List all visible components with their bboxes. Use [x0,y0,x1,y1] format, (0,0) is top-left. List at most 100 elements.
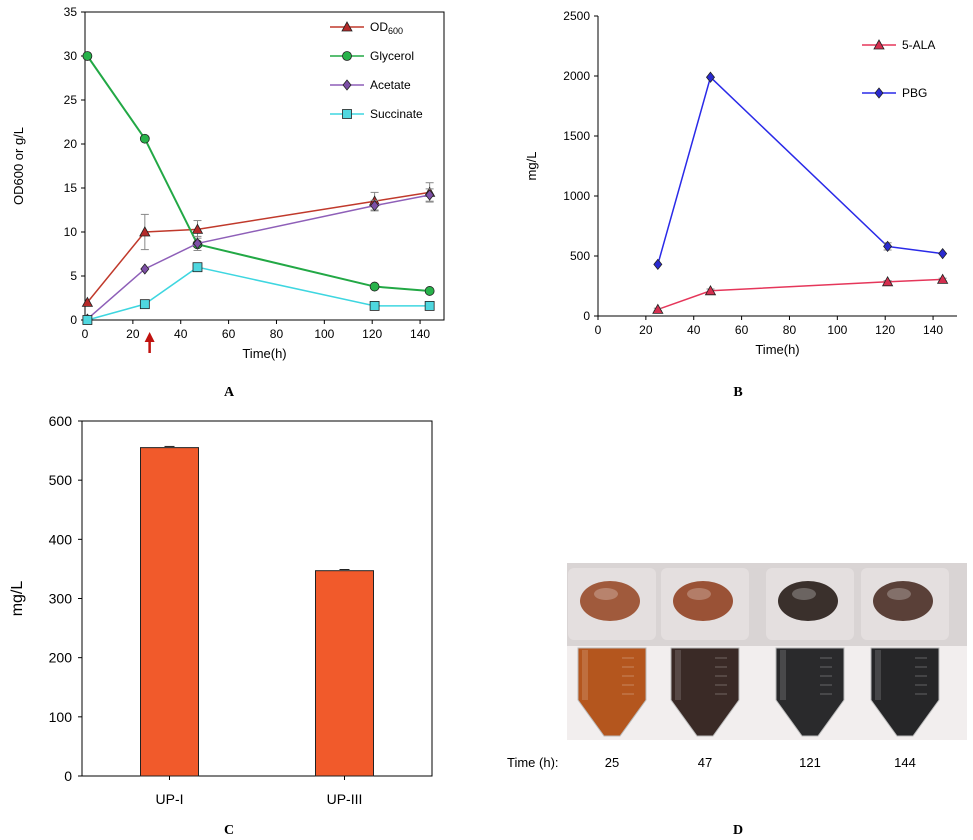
time-axis-label: Time (h): [507,755,559,770]
x-tick-label: 40 [174,327,188,341]
arrow-head [144,332,155,342]
y-tick-label: 30 [64,49,78,63]
tube-glare [675,650,681,700]
legend-label: Acetate [370,78,411,92]
y-tick-label: 200 [49,650,73,666]
y-tick-label: 5 [70,269,77,283]
liquid-highlight [594,588,618,600]
x-tick-label: 40 [687,323,701,337]
plot-frame [84,11,445,321]
y-tick-label: 500 [49,472,73,488]
series-line-acetate [86,194,430,320]
data-point-pbg [883,240,893,253]
photo-d: 25 47 121 144 Time (h): [507,563,967,770]
liquid-highlight [687,588,711,600]
y-tick-label: 0 [70,313,77,327]
time-value-label: 25 [605,755,619,770]
time-value-label: 47 [698,755,712,770]
data-point-acetate [425,189,435,201]
liquid-top [873,581,933,621]
data-point-glycerol [424,286,435,296]
y-axis-label: mg/L [524,152,539,181]
tube-glare [875,650,881,700]
x-tick-label: 0 [595,323,602,337]
tube-bottom [870,647,940,737]
tube-bottom [775,647,845,737]
y-tick-label: 0 [583,309,590,323]
legend-label: Glycerol [370,49,414,63]
data-point-succinate [424,301,435,311]
data-point-succinate [369,301,380,311]
x-tick-label: 80 [783,323,797,337]
data-point-5-ala [704,284,717,296]
x-tick-label: 60 [222,327,236,341]
y-tick-label: 1000 [563,189,590,203]
y-tick-label: 25 [64,93,78,107]
data-point-5-ala [652,303,664,314]
liquid-top [580,581,640,621]
chart-c: 0 100 200 300 400 500 600 mg/L UP-I UP-III [9,413,433,807]
legend-marker [873,39,885,50]
data-point-pbg [653,258,663,271]
y-tick-label: 2500 [563,9,590,23]
legend-label: 5-ALA [902,38,935,52]
tube-glare [582,650,588,700]
liquid-highlight [887,588,911,600]
y-tick-label: 35 [64,5,78,19]
x-tick-label: 100 [827,323,847,337]
legend-label: Succinate [370,107,423,121]
x-tick-label: 140 [923,323,943,337]
plot-frame [81,420,433,777]
y-tick-label: 600 [49,413,73,429]
x-tick-label: 80 [270,327,284,341]
x-tick-label: 120 [362,327,382,341]
data-point-od [139,226,151,237]
data-point-od [191,223,204,234]
data-point-5-ala [881,275,894,287]
panel-label-c: C [224,823,234,838]
tube-bottom [670,647,740,737]
tube-bottom [577,647,647,737]
bar-up-iii [315,570,374,777]
legend-marker [341,21,353,32]
data-point-succinate [192,262,203,273]
chart-b: 0 20 40 60 80 100 120 140 0 500 1000 1500 2000 2500 Ti… [524,9,957,357]
y-tick-label: 400 [49,531,73,547]
y-tick-label: 0 [64,768,72,784]
y-tick-label: 10 [64,225,78,239]
series-line-5-ala [657,278,943,311]
tube-glare [780,650,786,700]
x-axis-label: Time(h) [242,346,286,361]
data-point-acetate [192,237,202,250]
data-point-glycerol [82,51,93,61]
legend-label: PBG [902,86,927,100]
x-tick-label: 20 [126,327,140,341]
x-tick-label: 0 [82,327,89,341]
chart-a: 0 20 40 60 80 100 120 140 0 5 10 15 20 25 30 35 Time(h) O… [11,5,445,361]
series-line-pbg [657,75,943,265]
legend-marker [874,87,884,99]
liquid-top [778,581,838,621]
data-point-succinate [139,299,150,310]
liquid-highlight [792,588,816,600]
data-point-acetate [140,263,150,275]
data-point-pbg [938,247,948,260]
data-point-acetate [370,199,380,212]
y-tick-label: 2000 [563,69,590,83]
data-point-glycerol [369,281,380,292]
x-tick-label: UP-I [156,791,184,807]
y-tick-label: 15 [64,181,78,195]
data-point-pbg [705,71,715,83]
y-tick-label: 300 [49,591,73,607]
x-tick-label: UP-III [327,791,363,807]
liquid-top [673,581,733,621]
data-point-glycerol [139,133,150,144]
x-axis-label: Time(h) [755,342,799,357]
panel-label-a: A [224,385,235,400]
data-point-5-ala [936,273,949,284]
data-point-succinate [82,315,93,325]
time-value-label: 121 [799,755,821,770]
legend-label-subscript: 600 [388,26,403,36]
x-tick-label: 60 [735,323,749,337]
